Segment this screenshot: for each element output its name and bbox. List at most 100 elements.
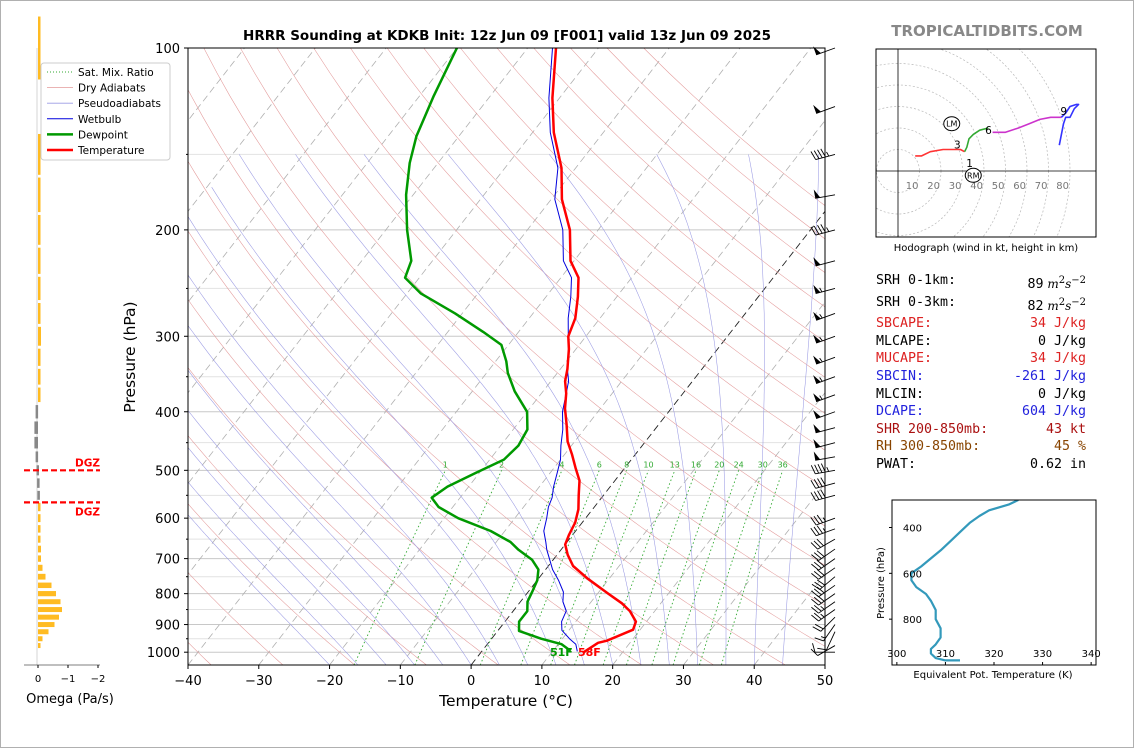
dgz-label: DGZ <box>75 506 100 518</box>
y-tick-label: 900 <box>155 619 180 634</box>
mixing-ratio-line <box>651 470 720 665</box>
barb-full <box>810 527 817 536</box>
index-value: -261 J/kg <box>1014 368 1086 386</box>
barb-full <box>817 225 823 234</box>
barb-flag <box>813 189 821 199</box>
index-value-number: 0.62 in <box>1029 456 1086 472</box>
wind-barb <box>813 334 836 344</box>
legend: Sat. Mix. Ratio Dry Adiabats Pseudoadiabat… <box>40 62 171 161</box>
omega-panel: 0 −1 −2 DGZ DGZ <box>24 16 106 685</box>
index-row: MLCIN: 0 J/kg <box>876 386 1086 404</box>
legend-box <box>40 62 171 161</box>
wind-barb <box>817 631 836 651</box>
wind-barb <box>812 643 835 653</box>
index-label: SRH 0-1km: <box>876 273 957 288</box>
isotherm <box>188 48 458 394</box>
barb-full <box>811 554 819 561</box>
hodograph-panel: 10 20 30 40 50 60 70 80 13 6 9 LM RM <box>875 48 1097 238</box>
barb-half <box>819 377 823 382</box>
wind-barb <box>811 567 836 580</box>
wind-barb <box>813 375 836 384</box>
isotherm <box>188 48 529 485</box>
index-value-number: 43 kt <box>1045 421 1086 437</box>
theta-e-x-tick-label: 320 <box>984 649 1003 660</box>
omega-bar <box>38 368 41 385</box>
omega-bar <box>38 177 41 213</box>
y-tick-label: 600 <box>155 512 180 527</box>
y-tick-label: 1000 <box>147 646 180 661</box>
wind-barb <box>811 601 836 614</box>
barb-half <box>826 151 830 157</box>
barb-full <box>816 586 825 594</box>
omega-tick-label: −1 <box>61 674 76 685</box>
wind-barb <box>813 284 836 295</box>
index-value: 34 J/kg <box>1030 350 1086 368</box>
mixing-ratio-label: 6 <box>597 460 602 469</box>
hodograph-caption: Hodograph (wind in kt, height in km) <box>894 243 1079 254</box>
barb-full <box>816 525 823 534</box>
hodograph-ring-label: 20 <box>927 181 940 192</box>
temperature-trace <box>551 48 638 654</box>
barb-staff <box>815 260 836 267</box>
barb-full <box>820 224 826 233</box>
theta-e-x-tick-label: 310 <box>936 649 955 660</box>
wind-barb <box>813 189 836 199</box>
surface-dewpoint-label: 51F <box>550 646 573 659</box>
barb-full <box>816 569 825 576</box>
barb-flag <box>813 393 821 402</box>
dry-adiabat <box>533 48 825 308</box>
theta-e-y-tick-label: 800 <box>903 615 922 626</box>
barb-full <box>810 542 818 550</box>
omega-bar <box>34 421 38 434</box>
wind-barb <box>811 548 836 561</box>
pseudoadiabat <box>188 514 330 665</box>
hodograph-height-label: 3 <box>954 140 961 152</box>
index-value-number: 45 % <box>1053 439 1086 455</box>
barb-half <box>819 287 823 293</box>
barb-flag <box>813 257 821 266</box>
dry-adiabat <box>188 160 714 665</box>
hodograph-ring-label: 40 <box>970 181 983 192</box>
wind-barb <box>811 558 836 571</box>
hodograph-ring-label: 60 <box>1013 181 1026 192</box>
omega-bar <box>38 555 41 562</box>
barb-full <box>813 604 822 612</box>
barb-half <box>819 395 823 400</box>
omega-bar <box>38 545 41 553</box>
x-tick-label: 0 <box>467 674 475 689</box>
wind-barb <box>811 609 836 622</box>
legend-label: Dry Adiabats <box>78 83 146 95</box>
omega-bar <box>38 502 41 512</box>
index-unit: m2s−2 <box>1047 275 1086 291</box>
barb-full <box>816 559 825 567</box>
barb-flag <box>813 334 821 344</box>
barb-full <box>820 489 826 499</box>
barb-full <box>813 561 822 569</box>
omega-bar <box>38 636 43 642</box>
index-row: SBCIN: -261 J/kg <box>876 368 1086 386</box>
omega-bar <box>38 643 41 649</box>
barb-staff <box>816 335 836 344</box>
omega-bar <box>38 622 55 628</box>
index-value-number: 0 J/kg <box>1037 333 1086 349</box>
barb-flag <box>813 46 821 55</box>
legend-label: Temperature <box>77 145 145 157</box>
omega-tick-label: −2 <box>91 674 106 685</box>
index-value: 0.62 in <box>1030 456 1086 474</box>
wind-barb <box>813 46 836 56</box>
barb-full <box>812 643 816 653</box>
barb-staff <box>815 442 836 449</box>
hodograph-plot: 10 20 30 40 50 60 70 80 13 6 9 LM RM <box>876 49 1096 237</box>
wind-barb <box>812 616 836 632</box>
mixing-ratio-label: 20 <box>714 460 724 469</box>
index-value: 89 m2s−2 <box>1027 272 1086 294</box>
omega-bar <box>35 405 39 419</box>
skewt-plot-frame <box>187 47 826 666</box>
barb-full <box>817 463 823 473</box>
pseudoadiabat <box>447 154 670 665</box>
wind-barbs <box>810 46 836 656</box>
barb-staff <box>817 645 836 656</box>
mixing-ratio-line <box>720 470 784 665</box>
dry-adiabat <box>460 48 825 378</box>
